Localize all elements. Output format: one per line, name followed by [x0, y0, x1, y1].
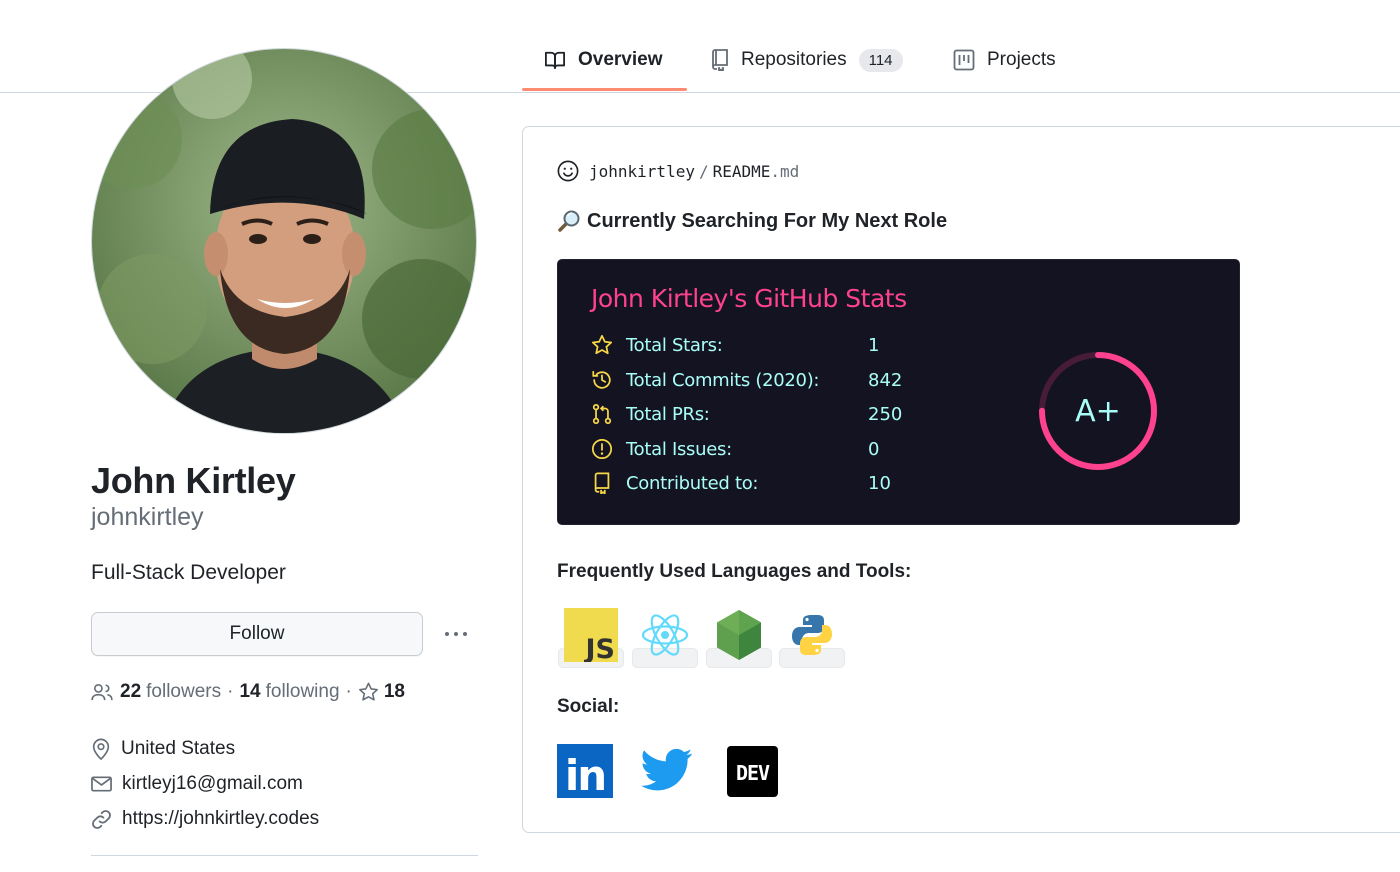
- people-icon: [91, 683, 113, 701]
- stat-label: Total Stars:: [626, 334, 723, 356]
- python-logo: [792, 615, 832, 655]
- followers-count: 22: [120, 681, 142, 702]
- profile-full-name: John Kirtley: [91, 460, 296, 501]
- profile-tab-bar: Overview Repositories 114 Projects: [0, 0, 1400, 93]
- profile-readme-card: [522, 126, 1400, 833]
- avatar[interactable]: [91, 48, 477, 434]
- stars-count: 18: [383, 681, 405, 702]
- svg-text:DEV: DEV: [736, 761, 770, 785]
- followers-link[interactable]: 22 followers: [120, 681, 221, 703]
- stat-row-commits: Total Commits (2020): 842: [591, 366, 902, 394]
- stat-value: 842: [868, 369, 903, 391]
- stat-row-prs: Total PRs: 250: [591, 400, 902, 428]
- kebab-dot: [463, 632, 467, 636]
- tab-repositories-label: Repositories: [741, 49, 847, 70]
- tab-repositories[interactable]: Repositories 114: [711, 30, 903, 90]
- tab-overview[interactable]: Overview: [544, 30, 663, 90]
- pull-request-icon: [592, 403, 612, 425]
- readme-owner[interactable]: johnkirtley: [589, 161, 695, 181]
- javascript-logo: JS: [564, 608, 618, 662]
- link-icon: [92, 809, 111, 829]
- language-javascript[interactable]: JS: [558, 608, 624, 668]
- smiley-icon: [557, 160, 579, 182]
- react-logo: [641, 614, 689, 656]
- readme-file-ext: .md: [770, 161, 800, 181]
- stat-label: Total PRs:: [626, 403, 710, 425]
- followers-label: followers: [146, 681, 222, 702]
- rank-circle: A+: [1039, 352, 1157, 470]
- more-options-button[interactable]: [440, 620, 472, 648]
- language-react[interactable]: [632, 608, 698, 668]
- readme-heading-text: Currently Searching For My Next Role: [587, 209, 948, 232]
- location-icon: [92, 738, 110, 760]
- repo-icon: [712, 49, 728, 71]
- email-link[interactable]: kirtleyj16@gmail.com: [122, 773, 303, 794]
- separator-dot: ·: [345, 681, 352, 702]
- path-separator: /: [698, 161, 709, 181]
- profile-username: johnkirtley: [91, 503, 204, 531]
- linkedin-logo[interactable]: in: [557, 744, 613, 798]
- repositories-count-badge: 114: [858, 48, 903, 72]
- readme-heading: Currently Searching For My Next Role: [557, 209, 947, 233]
- follow-button[interactable]: Follow: [91, 612, 423, 656]
- follow-stats: 22 followers · 14 following · 18: [91, 681, 410, 703]
- stat-value: 1: [868, 334, 880, 356]
- nodejs-logo: [717, 610, 761, 660]
- stat-label: Contributed to:: [626, 472, 759, 494]
- profile-website[interactable]: https://johnkirtley.codes: [91, 808, 319, 830]
- readme-file-base[interactable]: README: [712, 161, 771, 181]
- magnifying-glass-icon: [558, 210, 580, 232]
- social-heading: Social:: [557, 696, 620, 717]
- stat-label: Total Commits (2020):: [626, 369, 820, 391]
- tab-overview-label: Overview: [578, 49, 663, 70]
- language-nodejs[interactable]: [706, 608, 772, 668]
- following-link[interactable]: 14 following: [239, 681, 339, 703]
- stat-row-stars: Total Stars: 1: [591, 331, 879, 359]
- svg-text:JS: JS: [584, 634, 616, 662]
- tab-projects-label: Projects: [987, 49, 1056, 70]
- mail-icon: [91, 776, 112, 792]
- book-icon: [545, 51, 565, 70]
- stat-label: Total Issues:: [626, 438, 732, 460]
- stat-value: 250: [868, 403, 903, 425]
- stat-value: 0: [868, 438, 880, 460]
- svg-text:in: in: [565, 751, 605, 798]
- stats-card-title: John Kirtley's GitHub Stats: [591, 284, 907, 313]
- rank-grade: A+: [1075, 394, 1121, 429]
- github-stats-card: John Kirtley's GitHub Stats Total Stars:…: [557, 259, 1240, 525]
- star-icon: [591, 334, 613, 355]
- repo-icon: [594, 472, 610, 494]
- history-icon: [592, 370, 611, 389]
- issue-icon: [591, 438, 613, 460]
- location-text: United States: [121, 738, 236, 759]
- stat-value: 10: [868, 472, 891, 494]
- stat-row-contributed: Contributed to: 10: [591, 469, 891, 497]
- languages-heading: Frequently Used Languages and Tools:: [557, 561, 912, 582]
- readme-path: johnkirtley / README .md: [557, 160, 799, 182]
- stars-link[interactable]: 18: [358, 681, 410, 703]
- avatar-photo: [92, 49, 476, 433]
- website-link[interactable]: https://johnkirtley.codes: [122, 808, 320, 829]
- separator-dot: ·: [227, 681, 234, 702]
- profile-bio: Full-Stack Developer: [91, 561, 286, 584]
- twitter-logo[interactable]: [641, 748, 693, 792]
- rank-ring-progress: [1039, 352, 1157, 470]
- profile-location: United States: [91, 738, 235, 760]
- active-tab-indicator: [522, 88, 687, 91]
- dev-logo[interactable]: DEV: [727, 746, 778, 797]
- star-icon: [358, 682, 378, 701]
- stat-row-issues: Total Issues: 0: [591, 435, 879, 463]
- sidebar-divider: [91, 855, 478, 856]
- profile-email[interactable]: kirtleyj16@gmail.com: [91, 773, 303, 795]
- kebab-dot: [454, 632, 458, 636]
- tab-projects[interactable]: Projects: [953, 30, 1056, 90]
- following-count: 14: [239, 681, 261, 702]
- language-python[interactable]: [779, 608, 845, 668]
- project-icon: [953, 49, 975, 71]
- following-label: following: [265, 681, 340, 702]
- kebab-dot: [445, 632, 449, 636]
